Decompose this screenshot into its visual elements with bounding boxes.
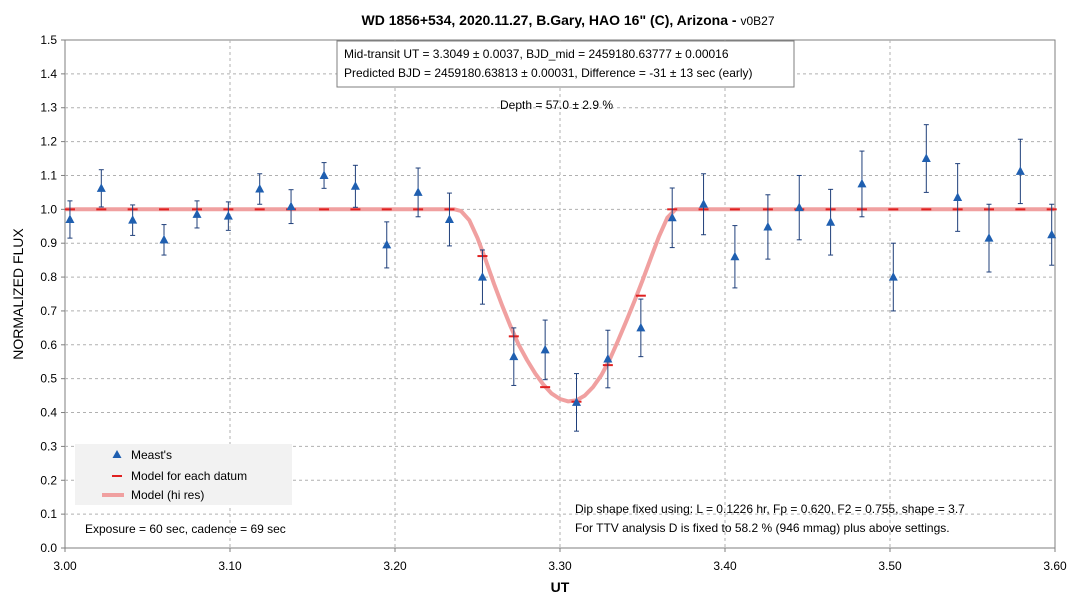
measurement-point [319, 170, 329, 179]
measurement-point [667, 212, 677, 222]
measurement-point [984, 233, 994, 242]
ttv-analysis-text: For TTV analysis D is fixed to 58.2 % (9… [575, 521, 950, 535]
chart-title-version: v0B27 [740, 14, 774, 28]
y-tick-label: 0.9 [40, 236, 57, 250]
measurement-point [192, 209, 202, 218]
x-tick-label: 3.20 [383, 559, 407, 573]
measurement-point [794, 202, 804, 212]
exposure-text: Exposure = 60 sec, cadence = 69 sec [85, 522, 286, 536]
measurement-point [572, 397, 581, 406]
y-tick-label: 0.4 [40, 406, 57, 420]
measurement-point [921, 153, 931, 163]
x-axis-label: UT [551, 579, 570, 595]
y-tick-label: 0.0 [40, 541, 57, 555]
x-tick-label: 3.30 [548, 559, 572, 573]
transit-info-box [336, 40, 795, 88]
measurement-point [888, 272, 898, 281]
x-axis-ticks: 3.00 3.10 3.20 3.30 3.40 3.50 3.60 [53, 548, 1067, 573]
y-tick-label: 0.6 [40, 338, 57, 352]
x-tick-label: 3.10 [218, 559, 242, 573]
mid-transit-text: Mid-transit UT = 3.3049 ± 0.0037, BJD_mi… [344, 47, 729, 61]
measurement-point [96, 183, 106, 192]
y-tick-label: 1.2 [40, 135, 57, 149]
measurement-point [444, 214, 454, 223]
y-tick-label: 0.2 [40, 473, 57, 487]
predicted-bjd-text: Predicted BJD = 2459180.63813 ± 0.00031,… [344, 66, 753, 80]
measurement-point [540, 344, 550, 354]
y-tick-label: 0.1 [40, 507, 57, 521]
measurement-point [857, 178, 867, 188]
y-tick-label: 0.3 [40, 439, 57, 453]
x-tick-label: 3.00 [53, 559, 77, 573]
y-axis-ticks: 0.0 0.1 0.2 0.3 0.4 0.5 0.6 0.7 0.8 0.9 1.0 1.1 1.2 1… [40, 33, 65, 555]
x-tick-label: 3.60 [1043, 559, 1067, 573]
y-tick-label: 1.4 [40, 67, 57, 81]
y-axis-label: NORMALIZED FLUX [10, 228, 26, 360]
measurement-points [65, 124, 1057, 432]
y-tick-label: 1.3 [40, 101, 57, 115]
measurement-point [636, 322, 646, 332]
chart-title: WD 1856+534, 2020.11.27, B.Gary, HAO 16"… [361, 12, 774, 28]
y-tick-label: 0.8 [40, 270, 57, 284]
y-tick-label: 1.1 [40, 168, 57, 182]
chart-title-main: WD 1856+534, 2020.11.27, B.Gary, HAO 16"… [361, 12, 740, 28]
x-tick-label: 3.40 [713, 559, 737, 573]
legend-label-model-line: Model (hi res) [131, 488, 204, 502]
measurement-point [603, 354, 613, 363]
measurement-point [953, 192, 963, 201]
measurement-point [509, 351, 519, 361]
y-tick-label: 0.7 [40, 304, 57, 318]
legend-label-model-datum: Model for each datum [131, 469, 247, 483]
x-tick-label: 3.50 [878, 559, 902, 573]
measurement-point [286, 201, 296, 211]
measurement-point [730, 251, 740, 261]
depth-text: Depth = 57.0 ± 2.9 % [500, 98, 613, 112]
legend: Meast's Model for each datum Model (hi r… [75, 444, 292, 505]
measurement-point [223, 211, 233, 220]
measurement-point [65, 214, 75, 223]
legend-label-measurements: Meast's [131, 448, 172, 462]
measurement-point [826, 217, 836, 226]
measurement-point [1015, 166, 1025, 175]
measurement-point [1047, 229, 1057, 239]
grid [65, 40, 1055, 548]
y-tick-label: 1.5 [40, 33, 57, 47]
y-tick-label: 1.0 [40, 202, 57, 216]
measurement-point [413, 187, 423, 196]
measurement-point [255, 184, 265, 193]
legend-measurement-marker [112, 450, 122, 458]
measurement-point [128, 215, 138, 224]
measurement-point [350, 181, 360, 190]
measurement-point [477, 272, 487, 281]
measurement-point [382, 239, 392, 249]
measurement-point [763, 221, 773, 231]
measurement-point [699, 199, 709, 208]
y-tick-label: 0.5 [40, 372, 57, 386]
measurement-point [159, 234, 169, 244]
dip-shape-text: Dip shape fixed using: L = 0.1226 hr, Fp… [575, 502, 965, 516]
